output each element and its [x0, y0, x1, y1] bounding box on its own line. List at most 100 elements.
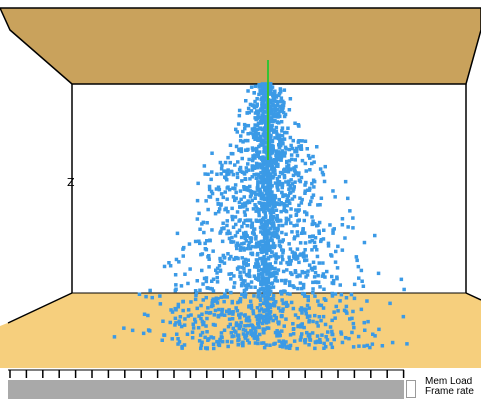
particle — [268, 111, 273, 116]
particle — [259, 190, 263, 195]
particle — [287, 147, 292, 152]
particle — [242, 172, 247, 176]
particle — [234, 243, 239, 248]
particle — [310, 181, 314, 186]
particle — [279, 278, 284, 283]
particle — [259, 247, 263, 251]
particle — [321, 172, 326, 177]
particle — [295, 346, 299, 351]
particle — [282, 203, 286, 208]
particle — [288, 346, 292, 350]
particle — [248, 274, 252, 279]
particle — [230, 235, 234, 240]
particle — [218, 160, 223, 165]
particle — [213, 211, 218, 216]
particle — [225, 339, 230, 344]
particle — [304, 258, 309, 262]
particle — [291, 284, 295, 288]
particle — [299, 325, 303, 329]
particle — [246, 319, 250, 323]
particle — [236, 336, 241, 341]
particle — [227, 317, 232, 321]
particle — [182, 343, 187, 347]
particle — [223, 292, 227, 296]
progress-checkbox[interactable] — [406, 380, 416, 398]
particle — [261, 239, 266, 243]
particle — [310, 268, 315, 272]
particle — [122, 326, 126, 330]
particle — [286, 181, 291, 185]
particle — [305, 330, 309, 335]
particle — [352, 296, 357, 301]
particle — [274, 164, 279, 168]
particle — [330, 294, 335, 298]
particle — [188, 267, 192, 271]
particle — [202, 164, 207, 168]
particle — [299, 231, 304, 235]
particle — [311, 234, 315, 238]
particle — [242, 221, 246, 225]
particle — [281, 257, 285, 262]
particle — [322, 297, 327, 301]
particle — [365, 343, 370, 348]
particle — [189, 313, 193, 317]
particle — [222, 299, 226, 304]
particle — [266, 326, 271, 330]
particle — [250, 146, 255, 150]
particle — [245, 338, 250, 342]
particle — [268, 311, 272, 315]
particle — [273, 89, 277, 93]
particle — [246, 218, 251, 223]
particle — [228, 160, 232, 165]
particle — [266, 240, 270, 244]
particle — [276, 134, 280, 138]
particle — [332, 227, 336, 231]
particle — [207, 254, 211, 258]
particle — [150, 295, 154, 300]
simulation-viewport[interactable] — [0, 0, 481, 368]
particle — [356, 334, 361, 339]
particle — [286, 166, 291, 171]
particle — [328, 325, 333, 329]
particle — [335, 266, 340, 270]
particle — [219, 313, 223, 317]
particle — [229, 277, 233, 281]
particle — [173, 306, 177, 311]
particle — [283, 151, 287, 155]
particle — [355, 258, 359, 263]
particle — [231, 152, 235, 156]
particle — [311, 260, 316, 264]
particle — [260, 272, 264, 276]
particle — [226, 229, 231, 233]
particle — [312, 222, 317, 226]
particle — [259, 193, 263, 198]
particle — [243, 257, 248, 262]
particle — [269, 215, 273, 220]
particle — [282, 343, 286, 347]
particle — [197, 314, 201, 318]
room-box — [0, 7, 481, 368]
particle — [186, 281, 190, 286]
particle — [263, 242, 268, 246]
particle — [207, 257, 211, 261]
particle — [269, 99, 274, 103]
particle — [262, 147, 267, 151]
particle — [318, 285, 322, 289]
particle — [212, 346, 216, 351]
particle — [245, 246, 249, 251]
particle — [220, 239, 225, 244]
particle — [235, 309, 240, 313]
particle — [262, 101, 266, 106]
particle — [244, 292, 248, 296]
particle — [283, 145, 288, 150]
particle — [269, 193, 273, 198]
particle — [249, 306, 254, 310]
particle — [303, 307, 307, 311]
particle — [284, 221, 288, 226]
particle — [271, 108, 276, 112]
particle — [278, 105, 282, 109]
particle — [213, 299, 218, 303]
particle — [330, 281, 334, 285]
particle — [264, 264, 268, 269]
particle — [220, 163, 224, 168]
